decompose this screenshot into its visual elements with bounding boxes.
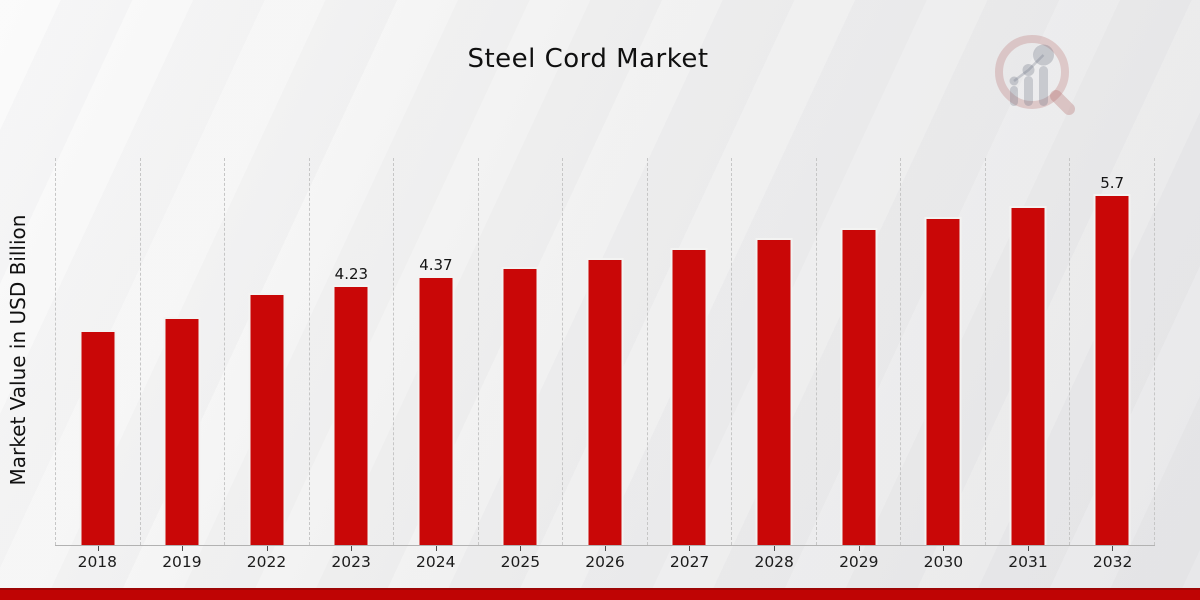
x-axis-labels: 2018 2019 2022 2023 2024 2025 2026 2027 … [55,553,1155,571]
bar [670,248,708,545]
plot-area: 4.23 4.37 [55,158,1155,551]
bar-value-label: 5.7 [1100,174,1125,192]
x-axis-tick [351,546,353,551]
x-axis-tick [182,546,184,551]
bar-value-label: 4.37 [419,256,453,274]
chart-title: Steel Cord Market [467,44,709,74]
x-axis-tick-label: 2024 [416,553,456,571]
bar-cell [815,158,901,551]
bar-cell [477,158,563,551]
x-axis-tick [943,546,945,551]
x-axis-tick [266,546,268,551]
x-axis-tick [435,546,437,551]
bar [1093,194,1131,545]
bar [79,330,117,545]
x-axis-tick-label: 2023 [331,553,371,571]
x-axis-tick-label: 2032 [1092,553,1133,571]
bar-cell [224,158,309,551]
bar-cell [562,158,647,551]
x-axis-tick [604,546,606,551]
x-axis-tick-label: 2025 [500,553,541,571]
bar [417,276,455,545]
bar [163,317,201,545]
bar [501,267,539,545]
bar [1009,206,1047,545]
x-axis-tick-label: 2019 [162,553,202,571]
bar [755,238,793,545]
bar [924,217,962,545]
bar-cell: 4.23 [308,158,394,551]
x-axis-tick [1027,546,1029,551]
x-axis-tick [97,546,99,551]
bar-cell: 4.37 [393,158,478,551]
bar [840,228,878,545]
bar-cell [900,158,985,551]
bar-cell: 5.7 [1069,158,1155,551]
x-axis-tick-label: 2018 [77,553,118,571]
x-axis-tick [689,546,691,551]
x-axis-tick [858,546,860,551]
x-axis-tick-label: 2022 [246,553,287,571]
x-axis-tick-label: 2030 [923,553,964,571]
x-axis-tick-label: 2028 [754,553,794,571]
x-axis-tick-label: 2029 [839,553,879,571]
magnifier-bar-chart-logo-icon [985,25,1095,120]
x-axis-tick [520,546,522,551]
bar [332,285,370,545]
x-axis-tick-label: 2026 [585,553,625,571]
bar [248,293,286,545]
x-axis-tick-label: 2027 [669,553,710,571]
y-axis-title: Market Value in USD Billion [6,214,30,486]
bar-cell [55,158,140,551]
x-axis-tick-label: 2031 [1008,553,1048,571]
bar-cell [646,158,732,551]
footer-accent-bar [0,588,1200,600]
bar-cell [984,158,1070,551]
x-axis-tick [1112,546,1114,551]
bar-value-label: 4.23 [334,265,369,283]
x-axis-tick [774,546,776,551]
bar-cell [731,158,816,551]
bar-cell [139,158,225,551]
bar [586,258,624,545]
